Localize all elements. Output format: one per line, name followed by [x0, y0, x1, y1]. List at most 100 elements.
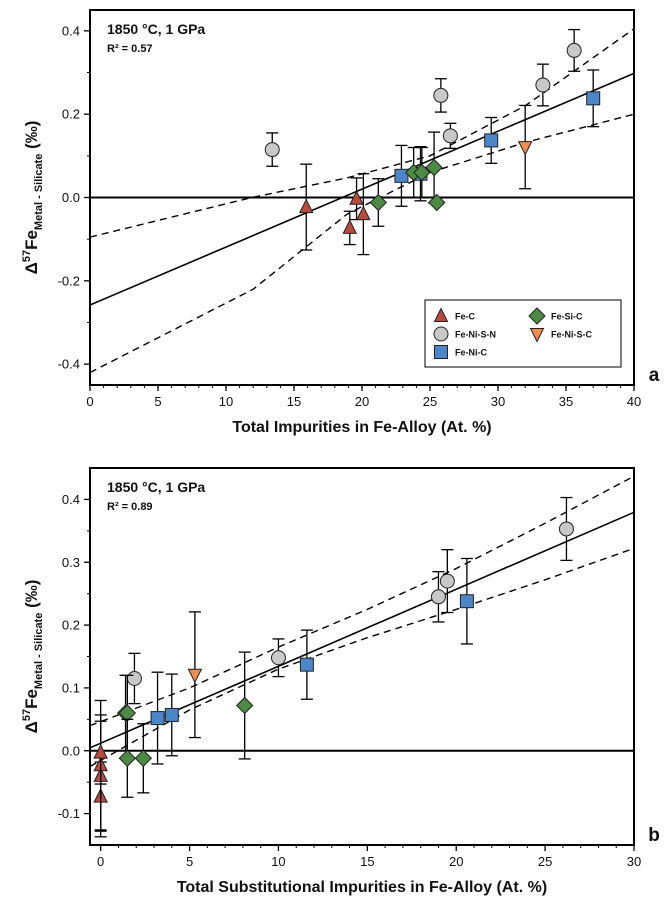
- data-point: [126, 670, 142, 686]
- x-tick-label: 35: [559, 394, 573, 409]
- x-tick-label: 30: [491, 394, 505, 409]
- r-squared-label: R² = 0.57: [107, 43, 153, 55]
- x-tick-label: 30: [627, 854, 641, 869]
- data-point: [425, 158, 443, 177]
- panel-letter: b: [648, 825, 660, 846]
- y-tick-label: -0.1: [58, 806, 80, 821]
- confidence-band-upper: [90, 475, 634, 727]
- data-point: [118, 749, 137, 767]
- series-fe-c: [298, 163, 371, 256]
- legend-marker: [433, 307, 449, 322]
- data-point: [356, 205, 371, 221]
- y-tick-label: 0.0: [62, 743, 80, 758]
- y-axis-label: Δ57FeMetal - Silicate (‰): [21, 580, 45, 734]
- regression-line: [90, 72, 634, 306]
- panel-title: 1850 °C, 1 GPa: [107, 21, 205, 37]
- data-point: [93, 744, 108, 759]
- x-tick-label: 15: [360, 854, 374, 869]
- series-fe-ni-s-n: [264, 28, 582, 167]
- legend-marker: [528, 307, 546, 325]
- data-point: [164, 707, 179, 722]
- data-point: [586, 91, 601, 106]
- data-point: [150, 711, 165, 726]
- y-tick-label: 0.0: [62, 190, 80, 205]
- data-point: [264, 142, 280, 158]
- data-point: [442, 128, 458, 144]
- data-point: [394, 168, 409, 183]
- series-fe-ni-c: [394, 69, 601, 207]
- data-point: [484, 133, 499, 148]
- legend-marker: [433, 326, 449, 342]
- data-point: [298, 198, 314, 214]
- series-fe-ni-s-n: [126, 496, 574, 705]
- legend-box: [424, 299, 622, 368]
- x-tick-label: 10: [219, 394, 233, 409]
- y-tick-label: -0.4: [58, 357, 80, 372]
- data-point: [118, 704, 137, 722]
- data-point: [428, 193, 446, 212]
- legend: Fe-C Fe-Si-C Fe-Ni-S-N Fe-Ni-S-C Fe-Ni-C: [424, 299, 622, 368]
- series-fe-ni-s-c: [517, 104, 533, 190]
- x-axis-label: Total Substitutional Impurities in Fe-Al…: [177, 879, 547, 896]
- data-point: [433, 87, 449, 103]
- x-tick-label: 20: [449, 854, 463, 869]
- series-fe-ni-c: [150, 557, 474, 765]
- series-fe-ni-s-c: [187, 611, 203, 739]
- legend-label: Fe-Ni-S-C: [551, 330, 592, 340]
- r-squared-label: R² = 0.89: [107, 501, 153, 513]
- x-tick-label: 20: [355, 394, 369, 409]
- panel-letter: a: [649, 365, 660, 386]
- legend-entry: Fe-C: [433, 307, 476, 322]
- data-point: [439, 573, 455, 589]
- legend-label: Fe-Si-C: [551, 312, 583, 322]
- x-tick-label: 25: [423, 394, 437, 409]
- series-fe-si-c: [369, 131, 446, 227]
- legend-label: Fe-Ni-C: [455, 348, 487, 358]
- data-point: [134, 749, 153, 767]
- y-tick-label: -0.2: [58, 273, 80, 288]
- data-point: [299, 657, 314, 672]
- x-tick-label: 10: [271, 854, 285, 869]
- chart-panel-b: 0 5 10 15 20 25 30 -0.1 0.0 0.1 0.2 0.3 0.4 Total Sub…: [21, 467, 660, 896]
- chart-panel-a: 0 5 10 15 20 25 30 35 40 -0.4 -0.2 0.0 0.2 0.4 Total I…: [21, 9, 660, 436]
- x-tick-label: 40: [627, 394, 641, 409]
- legend-entry: Fe-Ni-S-N: [433, 326, 496, 342]
- confidence-band-upper: [90, 28, 634, 238]
- confidence-band-lower: [90, 113, 634, 374]
- data-point: [270, 650, 286, 666]
- data-point: [187, 668, 203, 684]
- plot-area: [90, 28, 634, 374]
- legend-entry: Fe-Ni-C: [434, 345, 487, 359]
- y-tick-label: 0.3: [62, 555, 80, 570]
- x-tick-label: 5: [154, 394, 161, 409]
- data-point: [517, 141, 533, 156]
- y-axis-label: Δ57FeMetal - Silicate (‰): [21, 121, 45, 275]
- data-point: [430, 589, 446, 605]
- confidence-band-lower: [90, 547, 634, 768]
- data-point: [369, 193, 388, 212]
- y-tick-label: 0.4: [62, 492, 80, 507]
- data-point: [235, 696, 254, 715]
- plot-frame: [89, 467, 635, 846]
- x-tick-label: 15: [287, 394, 301, 409]
- y-tick-label: 0.4: [62, 23, 80, 38]
- y-tick-label: 0.1: [62, 680, 80, 695]
- x-tick-label: 0: [86, 394, 93, 409]
- data-point: [535, 77, 551, 93]
- legend-entry: Fe-Si-C: [528, 307, 583, 325]
- data-point: [413, 163, 431, 182]
- legend-marker: [529, 328, 545, 343]
- series-fe-si-c: [116, 651, 254, 798]
- legend-marker: [434, 345, 448, 359]
- data-point: [342, 219, 358, 234]
- data-point: [566, 42, 582, 58]
- x-tick-label: 5: [186, 854, 193, 869]
- data-point: [558, 521, 574, 537]
- plot-area: [90, 475, 634, 838]
- legend-label: Fe-C: [455, 312, 476, 322]
- data-point: [459, 594, 474, 609]
- legend-label: Fe-Ni-S-N: [455, 330, 496, 340]
- y-tick-label: 0.2: [62, 107, 80, 122]
- x-tick-label: 0: [97, 854, 104, 869]
